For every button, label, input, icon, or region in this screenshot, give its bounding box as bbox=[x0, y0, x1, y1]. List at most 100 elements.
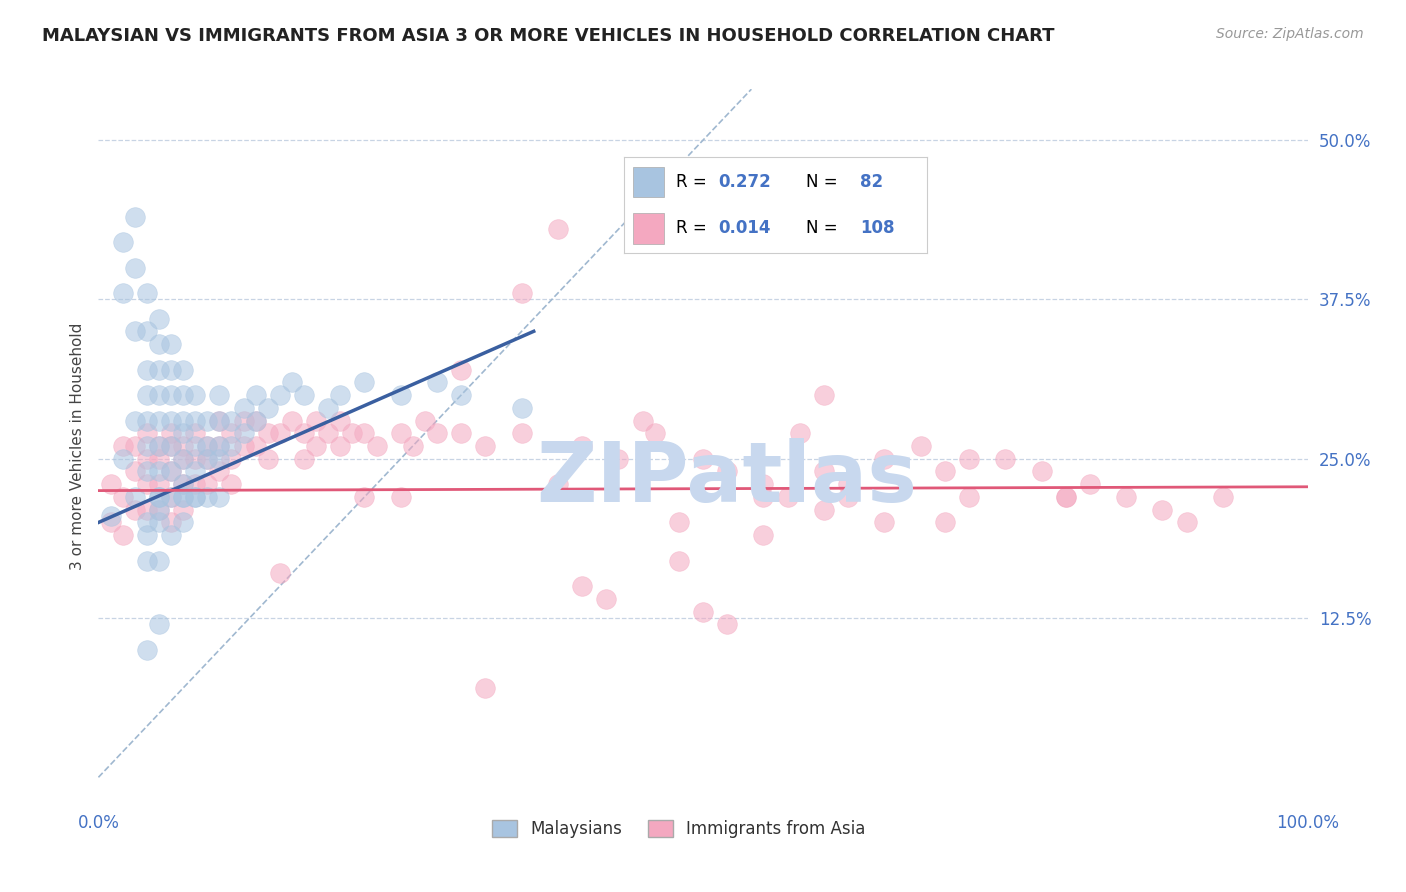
Point bbox=[148, 388, 170, 402]
Point bbox=[148, 439, 170, 453]
Point bbox=[752, 528, 775, 542]
Point bbox=[221, 439, 243, 453]
Point bbox=[208, 413, 231, 427]
Point bbox=[184, 490, 207, 504]
Point bbox=[221, 413, 243, 427]
Point bbox=[510, 401, 533, 415]
Point bbox=[221, 477, 243, 491]
Point bbox=[172, 516, 194, 530]
Point bbox=[135, 643, 157, 657]
Point bbox=[644, 426, 666, 441]
Point bbox=[124, 465, 146, 479]
Point bbox=[292, 388, 315, 402]
Point bbox=[111, 528, 134, 542]
Point bbox=[148, 477, 170, 491]
Point bbox=[426, 376, 449, 390]
Point bbox=[160, 337, 183, 351]
Point bbox=[329, 413, 352, 427]
Point bbox=[100, 509, 122, 524]
Point bbox=[910, 439, 932, 453]
Point bbox=[256, 451, 278, 466]
Point bbox=[1115, 490, 1137, 504]
Point bbox=[184, 413, 207, 427]
Point bbox=[571, 579, 593, 593]
Point bbox=[135, 286, 157, 301]
Point bbox=[100, 516, 122, 530]
Point bbox=[353, 490, 375, 504]
Point bbox=[776, 490, 799, 504]
Point bbox=[668, 516, 690, 530]
Point bbox=[232, 426, 254, 441]
Point bbox=[1152, 502, 1174, 516]
Point bbox=[160, 465, 183, 479]
Legend: Malaysians, Immigrants from Asia: Malaysians, Immigrants from Asia bbox=[485, 813, 872, 845]
Point bbox=[195, 477, 218, 491]
Point bbox=[148, 439, 170, 453]
Point bbox=[172, 413, 194, 427]
Point bbox=[256, 401, 278, 415]
Point bbox=[195, 439, 218, 453]
Point bbox=[208, 490, 231, 504]
Point bbox=[160, 528, 183, 542]
Point bbox=[148, 502, 170, 516]
Point bbox=[124, 413, 146, 427]
Point bbox=[148, 465, 170, 479]
Point bbox=[184, 388, 207, 402]
Point bbox=[256, 426, 278, 441]
Point bbox=[172, 502, 194, 516]
Point bbox=[148, 617, 170, 632]
Point bbox=[510, 286, 533, 301]
Point bbox=[1078, 477, 1101, 491]
Point bbox=[148, 413, 170, 427]
Point bbox=[329, 439, 352, 453]
Point bbox=[172, 362, 194, 376]
Point bbox=[111, 286, 134, 301]
Point bbox=[221, 451, 243, 466]
Point bbox=[281, 413, 304, 427]
Point bbox=[148, 451, 170, 466]
Point bbox=[366, 439, 388, 453]
Point bbox=[148, 554, 170, 568]
Point bbox=[100, 477, 122, 491]
Point bbox=[135, 554, 157, 568]
Point bbox=[571, 439, 593, 453]
Point bbox=[160, 516, 183, 530]
Point bbox=[692, 451, 714, 466]
Point bbox=[208, 451, 231, 466]
Point bbox=[184, 465, 207, 479]
Point bbox=[510, 426, 533, 441]
Point bbox=[195, 451, 218, 466]
Point bbox=[195, 413, 218, 427]
Point bbox=[148, 490, 170, 504]
Point bbox=[957, 490, 980, 504]
Point bbox=[135, 426, 157, 441]
Point bbox=[316, 401, 339, 415]
Point bbox=[160, 465, 183, 479]
Point bbox=[269, 426, 291, 441]
Point bbox=[232, 439, 254, 453]
Point bbox=[208, 439, 231, 453]
Point bbox=[148, 362, 170, 376]
Point bbox=[245, 413, 267, 427]
Point bbox=[716, 617, 738, 632]
Point bbox=[184, 439, 207, 453]
Point bbox=[195, 451, 218, 466]
Point bbox=[232, 413, 254, 427]
Point bbox=[789, 426, 811, 441]
Text: ZIPatlas: ZIPatlas bbox=[537, 438, 918, 518]
Point bbox=[232, 401, 254, 415]
Point bbox=[160, 490, 183, 504]
Point bbox=[160, 362, 183, 376]
Point bbox=[184, 490, 207, 504]
Point bbox=[148, 337, 170, 351]
Point bbox=[329, 388, 352, 402]
Text: MALAYSIAN VS IMMIGRANTS FROM ASIA 3 OR MORE VEHICLES IN HOUSEHOLD CORRELATION CH: MALAYSIAN VS IMMIGRANTS FROM ASIA 3 OR M… bbox=[42, 27, 1054, 45]
Point bbox=[269, 566, 291, 581]
Point bbox=[1175, 516, 1198, 530]
Point bbox=[208, 413, 231, 427]
Point bbox=[426, 426, 449, 441]
Point bbox=[389, 490, 412, 504]
Point bbox=[124, 324, 146, 338]
Point bbox=[135, 528, 157, 542]
Point bbox=[402, 439, 425, 453]
